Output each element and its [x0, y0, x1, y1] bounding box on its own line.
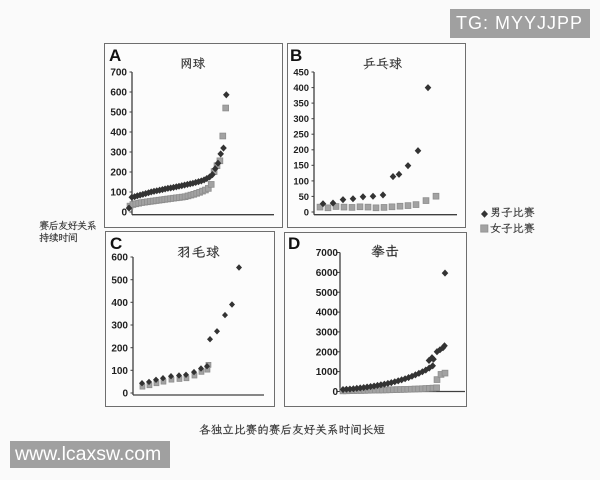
svg-text:100: 100: [110, 188, 127, 199]
svg-text:0: 0: [304, 206, 309, 217]
svg-text:300: 300: [110, 148, 127, 159]
svg-text:0: 0: [121, 208, 127, 219]
svg-text:300: 300: [111, 321, 128, 332]
svg-text:350: 350: [293, 98, 309, 109]
svg-text:600: 600: [111, 253, 128, 264]
svg-text:500: 500: [111, 275, 128, 286]
svg-text:1000: 1000: [316, 367, 339, 378]
svg-text:250: 250: [293, 129, 309, 140]
svg-text:100: 100: [111, 366, 128, 377]
svg-text:500: 500: [110, 108, 127, 119]
svg-text:200: 200: [111, 343, 128, 354]
svg-text:3000: 3000: [316, 328, 339, 339]
svg-text:50: 50: [299, 191, 309, 202]
svg-text:100: 100: [293, 175, 309, 186]
svg-text:700: 700: [110, 68, 127, 79]
svg-text:400: 400: [111, 298, 128, 309]
svg-text:400: 400: [293, 82, 309, 93]
svg-text:2000: 2000: [316, 347, 339, 358]
svg-text:450: 450: [293, 66, 309, 77]
svg-text:600: 600: [110, 88, 127, 99]
svg-text:200: 200: [293, 144, 309, 155]
svg-text:6000: 6000: [316, 268, 339, 279]
svg-text:200: 200: [110, 168, 127, 179]
svg-text:300: 300: [293, 113, 309, 124]
svg-text:0: 0: [122, 389, 128, 400]
svg-text:150: 150: [293, 160, 309, 171]
svg-text:400: 400: [110, 128, 127, 139]
svg-text:0: 0: [332, 387, 338, 398]
svg-text:4000: 4000: [316, 308, 339, 319]
svg-text:5000: 5000: [316, 288, 339, 299]
svg-text:7000: 7000: [316, 248, 339, 259]
